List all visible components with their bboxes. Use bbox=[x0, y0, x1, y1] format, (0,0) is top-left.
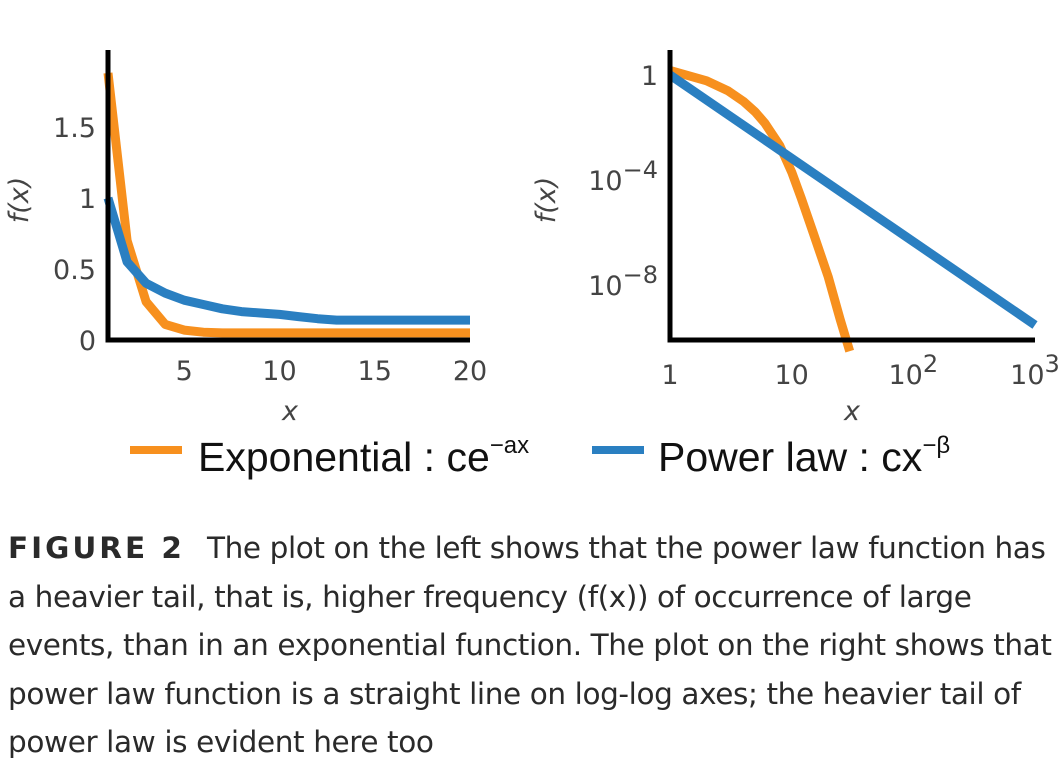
series-line-power-law bbox=[667, 71, 1038, 329]
x-tick-label: 10 bbox=[262, 356, 296, 387]
x-tick-label: 20 bbox=[453, 356, 487, 387]
y-axis-label: f(x) bbox=[4, 177, 35, 224]
right-chart-loglog: 1 10 102 103 1 10−4 10−8 x f(x) bbox=[531, 50, 1060, 427]
left-chart-linear: 5 10 15 20 0 0.5 1 1.5 x f(x) bbox=[4, 50, 487, 427]
x-axis-label: x bbox=[843, 396, 861, 427]
y-tick-label: 0 bbox=[79, 326, 96, 357]
x-axis-label: x bbox=[281, 396, 299, 427]
y-tick-label: 1 bbox=[79, 184, 96, 215]
series-line-exponential bbox=[668, 66, 855, 353]
series-line-exponential bbox=[103, 72, 470, 338]
caption-text: The plot on the left shows that the powe… bbox=[8, 531, 1052, 759]
y-tick-label: 0.5 bbox=[53, 255, 96, 286]
legend-label: Power law : cx−β bbox=[658, 432, 950, 480]
y-tick-label: 10−8 bbox=[588, 261, 658, 302]
figure-2: 5 10 15 20 0 0.5 1 1.5 x f(x) 1 10 102 103 1 10−4 10−8 x… bbox=[4, 50, 1060, 480]
legend-label: Exponential : ce−ax bbox=[198, 432, 529, 480]
figure-caption: FIGURE 2 The plot on the left shows that … bbox=[8, 524, 1058, 767]
caption-label: FIGURE 2 bbox=[8, 531, 185, 565]
x-tick-label: 1 bbox=[661, 360, 678, 391]
series-line-power-law bbox=[103, 196, 470, 325]
legend: Exponential : ce−ax Power law : cx−β bbox=[130, 432, 950, 480]
y-tick-label: 1 bbox=[641, 61, 658, 92]
y-axis-label: f(x) bbox=[531, 177, 562, 224]
x-tick-label: 10 bbox=[774, 360, 808, 391]
y-tick-label: 10−4 bbox=[588, 156, 658, 197]
x-tick-label: 102 bbox=[889, 350, 939, 391]
x-tick-label: 15 bbox=[358, 356, 392, 387]
x-tick-label: 103 bbox=[1010, 350, 1060, 391]
x-tick-label: 5 bbox=[176, 356, 193, 387]
y-tick-label: 1.5 bbox=[53, 113, 96, 144]
